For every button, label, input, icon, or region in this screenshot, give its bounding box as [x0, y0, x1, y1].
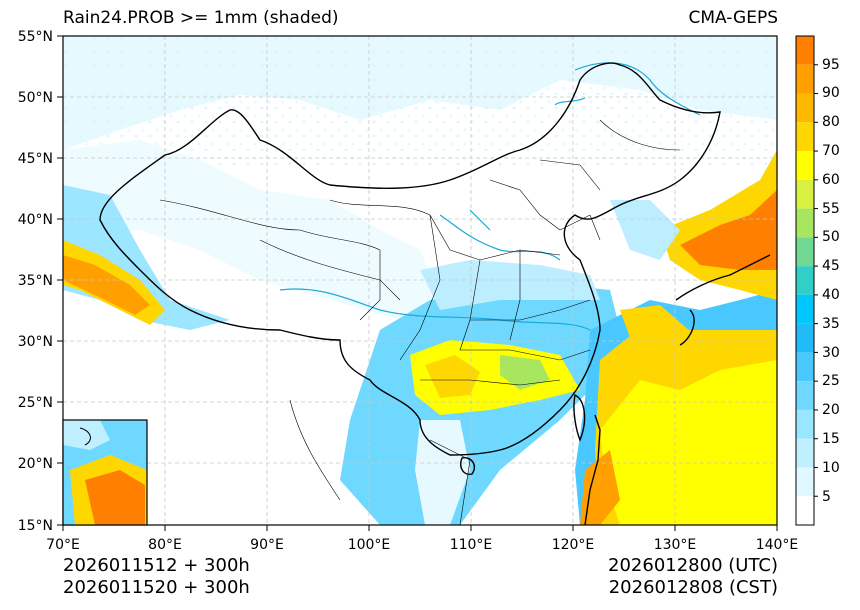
colorbar-frame: [795, 35, 815, 526]
colorbar-label: 20: [822, 402, 840, 418]
prob-shade-east-china-sea: [620, 305, 700, 370]
rivers: [279, 62, 701, 331]
prob-shade-pacific-yellow: [600, 360, 777, 525]
colorbar-swatch: [796, 93, 814, 123]
colorbar-labels: 95 90 80 70 60 55 50 45 40 35 30 25 20 1…: [822, 57, 840, 505]
colorbar-label: 70: [822, 143, 840, 159]
colorbar-swatch: [796, 381, 814, 410]
lat-label: 25°N: [18, 395, 53, 411]
colorbar-label: 45: [822, 258, 840, 274]
inset-map: [62, 419, 148, 526]
prob-shade-west: [63, 140, 440, 320]
colorbar-label: 10: [822, 460, 840, 476]
colorbar-label: 15: [822, 431, 840, 447]
lat-label: 50°N: [18, 90, 53, 106]
colorbar-label: 30: [822, 345, 840, 361]
lat-label: 45°N: [18, 151, 53, 167]
init-time-utc: 2026011512 + 300h: [63, 555, 250, 576]
colorbar-swatch: [796, 409, 814, 439]
colorbar-swatch: [796, 179, 814, 209]
colorbar-label: 80: [822, 114, 840, 130]
colorbar-swatch: [796, 64, 814, 94]
lat-label: 20°N: [18, 456, 53, 472]
lon-label: 90°E: [250, 537, 284, 553]
colorbar-label: 90: [822, 85, 840, 101]
lat-label: 55°N: [18, 29, 53, 45]
prob-shade-indochina: [415, 420, 470, 525]
colorbar-swatch: [796, 208, 814, 238]
map-title: Rain24.PROB >= 1mm (shaded): [63, 8, 339, 28]
model-name: CMA-GEPS: [688, 8, 778, 28]
colorbar-swatch: [796, 36, 814, 65]
lat-label: 30°N: [18, 334, 53, 350]
prob-shade-central: [420, 260, 600, 310]
colorbar-label: 55: [822, 201, 840, 217]
colorbar: [795, 35, 818, 526]
colorbar-swatch: [796, 496, 814, 525]
lon-label: 130°E: [654, 537, 697, 553]
colorbar-swatch: [796, 237, 814, 267]
lon-label: 70°E: [46, 537, 80, 553]
colorbar-swatch: [796, 151, 814, 180]
colorbar-swatch: [796, 323, 814, 353]
colorbar-label: 35: [822, 316, 840, 332]
colorbar-label: 95: [822, 57, 840, 73]
colorbar-label: 40: [822, 287, 840, 303]
lon-labels: 70°E 80°E 90°E 100°E 110°E 120°E 130°E 1…: [46, 537, 798, 553]
colorbar-swatch: [796, 294, 814, 324]
map-gridlines: [63, 36, 777, 525]
prob-shade-guizhou-core: [425, 355, 480, 398]
lat-labels: 55°N 50°N 45°N 40°N 35°N 30°N 25°N 20°N …: [18, 29, 53, 534]
colorbar-swatch: [796, 122, 814, 152]
valid-time-cst: 2026012808 (CST): [608, 577, 778, 598]
map-area: [63, 36, 777, 525]
colorbar-swatch: [796, 266, 814, 295]
colorbar-label: 60: [822, 172, 840, 188]
colorbar-label: 5: [822, 489, 831, 505]
lat-label: 40°N: [18, 212, 53, 228]
valid-time-utc: 2026012800 (UTC): [608, 555, 778, 576]
prob-shade-himalaya-high: [63, 255, 150, 315]
prob-shade-taiwan-south: [580, 450, 620, 525]
prob-shade-korea: [610, 200, 680, 260]
lat-label: 15°N: [18, 518, 53, 534]
prob-shade-japan-high: [680, 190, 777, 270]
lat-label: 35°N: [18, 273, 53, 289]
colorbar-label: 50: [822, 229, 840, 245]
colorbar-swatch: [796, 438, 814, 468]
lon-label: 110°E: [450, 537, 493, 553]
lon-label: 80°E: [148, 537, 182, 553]
prob-shade-hunan: [500, 355, 550, 390]
lon-label: 100°E: [348, 537, 391, 553]
lon-label: 120°E: [552, 537, 595, 553]
national-border: [99, 62, 771, 525]
axis-ticks: [57, 35, 778, 531]
init-time-cst: 2026011520 + 300h: [63, 577, 250, 598]
lon-label: 140°E: [756, 537, 799, 553]
colorbar-swatch: [796, 352, 814, 382]
province-borders: [159, 119, 681, 525]
colorbar-swatch: [796, 467, 814, 497]
colorbar-label: 25: [822, 373, 840, 389]
